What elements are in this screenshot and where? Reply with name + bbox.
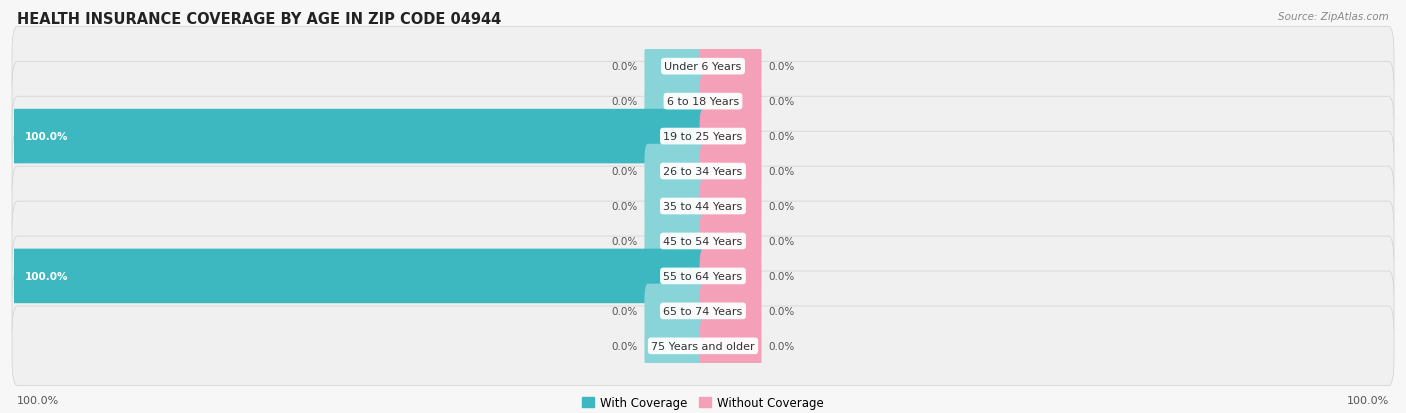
Text: 0.0%: 0.0% <box>612 97 637 107</box>
FancyBboxPatch shape <box>644 40 706 94</box>
FancyBboxPatch shape <box>644 75 706 129</box>
Text: 0.0%: 0.0% <box>769 166 794 177</box>
FancyBboxPatch shape <box>644 319 706 373</box>
Text: 100.0%: 100.0% <box>24 132 67 142</box>
FancyBboxPatch shape <box>13 271 1393 351</box>
Text: 0.0%: 0.0% <box>769 202 794 211</box>
Text: 0.0%: 0.0% <box>769 341 794 351</box>
Text: 0.0%: 0.0% <box>612 341 637 351</box>
Text: 19 to 25 Years: 19 to 25 Years <box>664 132 742 142</box>
FancyBboxPatch shape <box>13 202 1393 281</box>
Text: 0.0%: 0.0% <box>612 236 637 247</box>
FancyBboxPatch shape <box>700 75 762 129</box>
Text: 100.0%: 100.0% <box>17 395 59 405</box>
FancyBboxPatch shape <box>700 40 762 94</box>
Text: 0.0%: 0.0% <box>612 166 637 177</box>
FancyBboxPatch shape <box>13 27 1393 107</box>
Text: 0.0%: 0.0% <box>769 271 794 281</box>
FancyBboxPatch shape <box>644 179 706 234</box>
Text: 0.0%: 0.0% <box>612 306 637 316</box>
Text: 0.0%: 0.0% <box>769 236 794 247</box>
Text: Under 6 Years: Under 6 Years <box>665 62 741 72</box>
FancyBboxPatch shape <box>13 237 1393 316</box>
FancyBboxPatch shape <box>644 145 706 199</box>
Text: 35 to 44 Years: 35 to 44 Years <box>664 202 742 211</box>
FancyBboxPatch shape <box>13 97 1393 176</box>
Text: 55 to 64 Years: 55 to 64 Years <box>664 271 742 281</box>
FancyBboxPatch shape <box>13 132 1393 211</box>
Text: 0.0%: 0.0% <box>612 202 637 211</box>
Text: 65 to 74 Years: 65 to 74 Years <box>664 306 742 316</box>
FancyBboxPatch shape <box>13 167 1393 246</box>
FancyBboxPatch shape <box>700 214 762 268</box>
Text: 26 to 34 Years: 26 to 34 Years <box>664 166 742 177</box>
FancyBboxPatch shape <box>700 249 762 304</box>
Text: 6 to 18 Years: 6 to 18 Years <box>666 97 740 107</box>
FancyBboxPatch shape <box>644 284 706 338</box>
Text: 0.0%: 0.0% <box>612 62 637 72</box>
Legend: With Coverage, Without Coverage: With Coverage, Without Coverage <box>578 392 828 413</box>
FancyBboxPatch shape <box>700 179 762 234</box>
Text: 100.0%: 100.0% <box>24 271 67 281</box>
FancyBboxPatch shape <box>644 214 706 268</box>
Text: 0.0%: 0.0% <box>769 132 794 142</box>
FancyBboxPatch shape <box>700 145 762 199</box>
Text: 100.0%: 100.0% <box>1347 395 1389 405</box>
Text: 0.0%: 0.0% <box>769 306 794 316</box>
FancyBboxPatch shape <box>13 62 1393 142</box>
FancyBboxPatch shape <box>700 284 762 338</box>
Text: HEALTH INSURANCE COVERAGE BY AGE IN ZIP CODE 04944: HEALTH INSURANCE COVERAGE BY AGE IN ZIP … <box>17 12 501 27</box>
FancyBboxPatch shape <box>13 306 1393 386</box>
FancyBboxPatch shape <box>700 319 762 373</box>
FancyBboxPatch shape <box>700 109 762 164</box>
Text: Source: ZipAtlas.com: Source: ZipAtlas.com <box>1278 12 1389 22</box>
FancyBboxPatch shape <box>11 249 706 304</box>
Text: 0.0%: 0.0% <box>769 97 794 107</box>
FancyBboxPatch shape <box>11 109 706 164</box>
Text: 75 Years and older: 75 Years and older <box>651 341 755 351</box>
Text: 45 to 54 Years: 45 to 54 Years <box>664 236 742 247</box>
Text: 0.0%: 0.0% <box>769 62 794 72</box>
